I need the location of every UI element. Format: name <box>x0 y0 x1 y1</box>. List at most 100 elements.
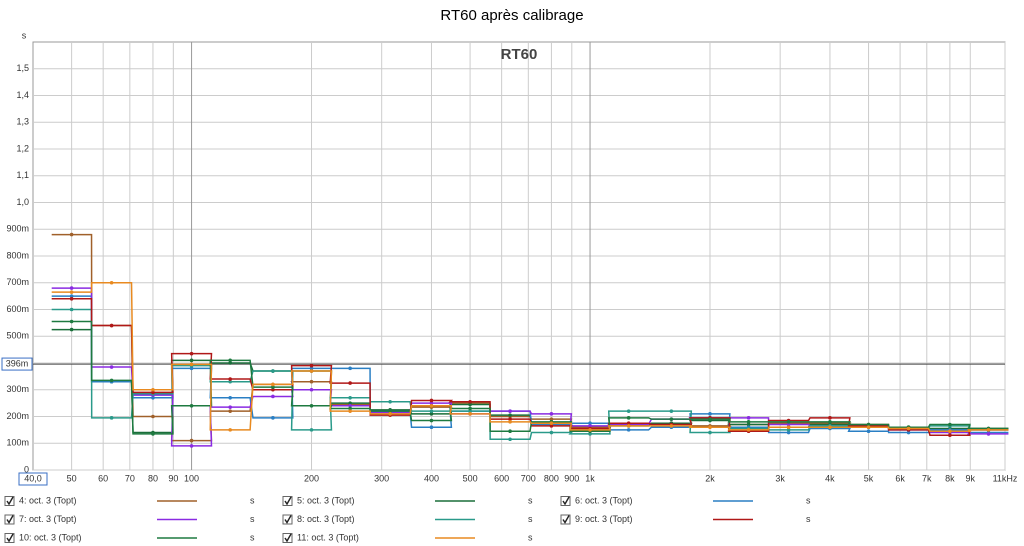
band-dot <box>151 395 155 400</box>
band-dot <box>866 425 871 430</box>
legend-checkbox[interactable] <box>560 514 571 525</box>
band-dot <box>986 432 991 436</box>
band-dot <box>151 387 155 392</box>
legend-check <box>6 496 14 506</box>
legend-check <box>6 515 14 524</box>
band-dot <box>151 432 155 436</box>
band-dot <box>669 417 674 421</box>
band-dot <box>906 426 911 431</box>
band-dot <box>508 437 512 442</box>
band-dot <box>746 416 751 420</box>
band-dot <box>69 307 74 312</box>
x-tick-label: 400 <box>424 473 439 483</box>
band-dot <box>746 422 751 427</box>
band-dot <box>429 401 434 405</box>
band-dot <box>626 428 631 432</box>
legend-label: 9: oct. 3 (Topt) <box>575 514 633 524</box>
x-tick-label: 500 <box>463 473 478 483</box>
band-dot <box>388 409 392 413</box>
band-dot <box>309 387 314 392</box>
band-dot <box>588 432 592 436</box>
band-dot <box>669 424 674 428</box>
band-dot <box>948 429 952 434</box>
band-dot <box>626 416 631 420</box>
legend-label: 11: oct. 3 (Topt) <box>297 532 359 542</box>
band-dot <box>986 428 991 432</box>
y-cursor-label: 396m <box>6 358 29 368</box>
band-dot <box>429 398 434 403</box>
band-dot <box>189 438 194 443</box>
band-dot <box>508 417 512 421</box>
band-dot <box>228 409 232 413</box>
legend-checkbox[interactable] <box>282 514 293 525</box>
legend-checkbox[interactable] <box>4 496 15 506</box>
band-dot <box>271 387 275 392</box>
y-tick-label: 700m <box>6 277 29 287</box>
legend-check <box>562 515 570 524</box>
legend-checkbox[interactable] <box>282 533 293 543</box>
grid <box>33 42 1006 471</box>
step-line <box>51 320 1009 435</box>
x-tick-label: 6k <box>895 473 905 483</box>
band-dot <box>828 425 832 430</box>
band-dot <box>228 358 232 363</box>
band-dot <box>708 412 712 416</box>
band-dot <box>948 422 952 427</box>
band-dot <box>69 294 74 298</box>
band-dot <box>69 232 74 237</box>
legend-check <box>6 533 14 543</box>
x-tick-label: 700 <box>521 473 536 483</box>
step-line <box>51 282 1009 432</box>
y-cursor-box <box>1 357 33 371</box>
legend-checkbox[interactable] <box>4 514 15 525</box>
legend-label: 10: oct. 3 (Topt) <box>19 532 82 542</box>
band-dot <box>906 430 911 435</box>
x-tick-label: 100 <box>184 473 199 483</box>
series <box>51 280 1009 434</box>
legend-checkbox[interactable] <box>560 496 571 506</box>
band-dot <box>388 412 392 416</box>
y-tick-label: 1,1 <box>16 170 29 180</box>
band-dot <box>549 421 554 425</box>
band-dot <box>549 417 554 421</box>
legend-label: 4: oct. 3 (Topt) <box>19 495 77 505</box>
band-dot <box>228 395 232 400</box>
band-dot <box>549 424 554 428</box>
band-dot <box>348 404 352 408</box>
band-dot <box>626 421 631 425</box>
band-dot <box>549 412 554 416</box>
band-dot <box>309 404 314 408</box>
legend-check <box>284 496 292 506</box>
band-dot <box>271 394 275 399</box>
x-tick-label: 60 <box>98 473 108 483</box>
band-dot <box>508 429 512 434</box>
band-dot <box>468 409 472 413</box>
band-dot <box>746 428 751 432</box>
band-dot <box>429 418 434 423</box>
band-dot <box>468 412 472 416</box>
legend-checkbox[interactable] <box>282 496 293 506</box>
y-tick-label: 200m <box>6 411 29 421</box>
legend-unit: s <box>250 495 255 505</box>
band-dot <box>429 409 434 413</box>
band-dot <box>189 444 194 448</box>
legend-unit: s <box>528 532 533 542</box>
x-tick-label: 5k <box>864 473 874 483</box>
x-tick-label: 9k <box>966 473 976 483</box>
band-dot <box>588 421 592 425</box>
band-dot <box>309 363 314 368</box>
legend-checkbox[interactable] <box>4 533 15 543</box>
y-tick-label: 800m <box>6 250 29 260</box>
legend-unit: s <box>528 495 533 505</box>
x-tick-label: 7k <box>922 473 932 483</box>
x-tick-label: 300 <box>374 473 389 483</box>
band-dot <box>309 379 314 384</box>
band-dot <box>828 420 832 424</box>
band-dot <box>69 286 74 290</box>
legend-label: 8: oct. 3 (Topt) <box>297 514 355 524</box>
band-dot <box>309 369 314 373</box>
band-dot <box>468 402 472 407</box>
band-dot <box>189 351 194 356</box>
band-dot <box>786 425 791 430</box>
